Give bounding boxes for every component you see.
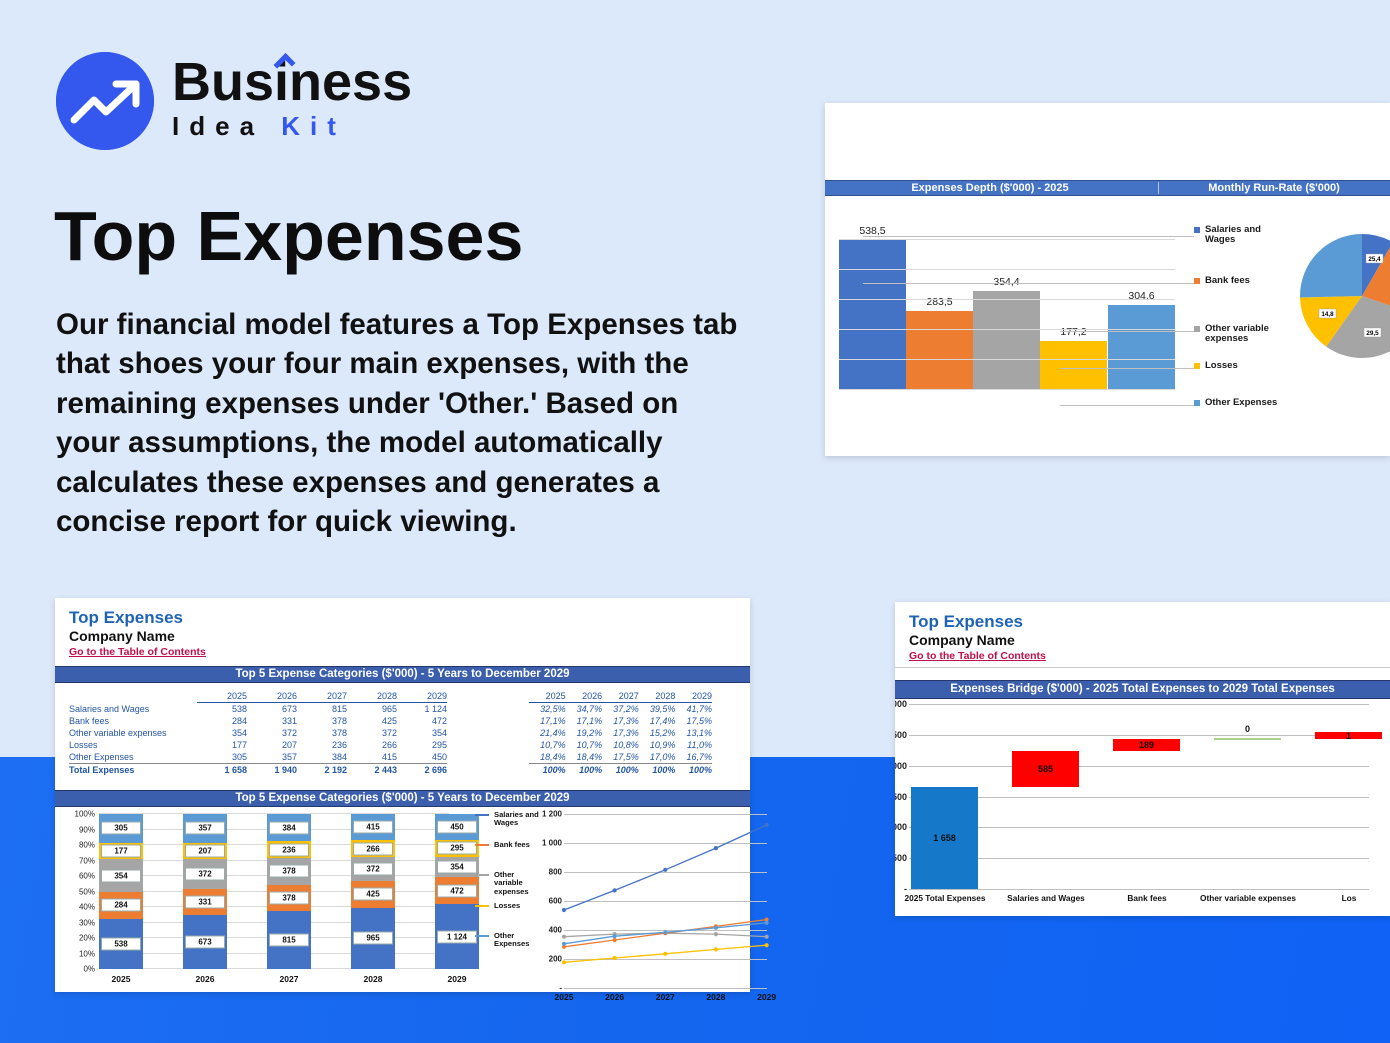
svg-text:29,5: 29,5 bbox=[1366, 330, 1379, 337]
svg-text:25,4: 25,4 bbox=[1368, 256, 1381, 263]
svg-text:14,8: 14,8 bbox=[1321, 311, 1334, 318]
